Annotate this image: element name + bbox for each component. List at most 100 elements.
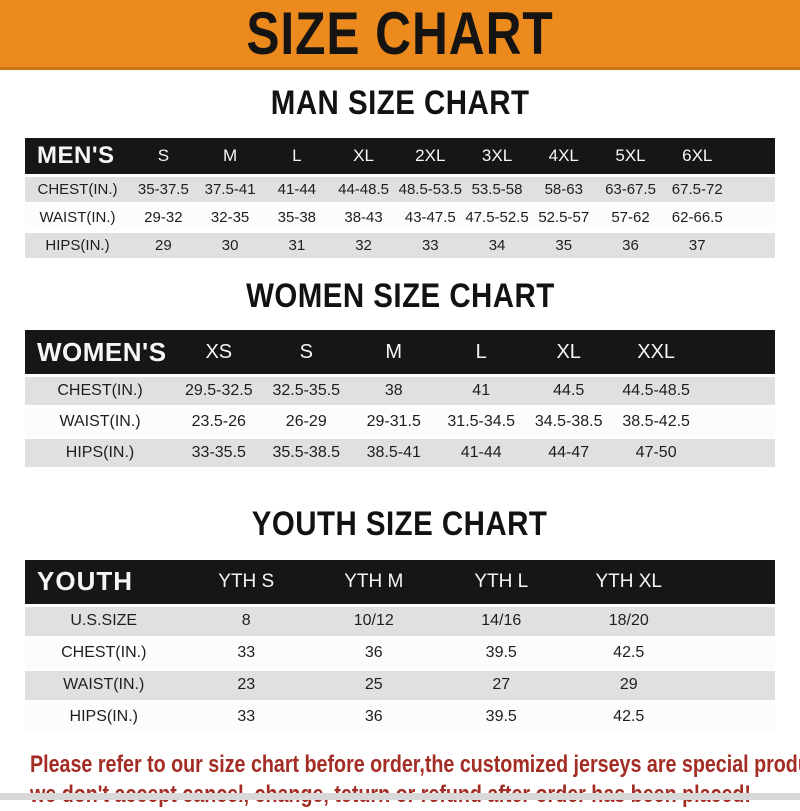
- value-cell: 14/16: [437, 606, 565, 636]
- women-size-chart-section: WOMEN SIZE CHART WOMEN'S XS S M L XL XXL CHEST(…: [0, 275, 800, 471]
- column-header-cell: XL: [524, 330, 613, 375]
- row-label-cell: U.S.SIZE: [25, 606, 183, 636]
- header-label-cell: WOMEN'S: [25, 330, 176, 375]
- table-row: WAIST(IN.) 23 25 27 29: [25, 670, 775, 700]
- section-title: YOUTH SIZE CHART: [0, 504, 800, 543]
- value-cell: 29: [130, 232, 197, 258]
- section-title-text: MAN SIZE CHART: [270, 83, 530, 122]
- column-header-cell: L: [437, 330, 525, 375]
- value-cell: 32-35: [196, 204, 264, 230]
- row-label-cell: WAIST(IN.): [25, 670, 183, 700]
- value-cell: 33: [182, 638, 310, 668]
- column-header-cell: 4XL: [530, 137, 598, 174]
- value-cell: 37: [663, 232, 731, 258]
- value-cell: 36: [310, 702, 438, 732]
- value-cell: 29-32: [130, 204, 197, 230]
- column-header-cell: XS: [175, 330, 263, 375]
- value-cell: 62-66.5: [663, 204, 731, 230]
- value-cell: 29: [565, 670, 693, 700]
- value-cell: 36: [310, 638, 438, 668]
- value-cell: 29-31.5: [350, 408, 438, 437]
- value-cell: 35-38: [263, 204, 331, 230]
- spacer-cell: [699, 439, 775, 468]
- value-cell: 44.5: [524, 377, 613, 406]
- section-title: WOMEN SIZE CHART: [0, 275, 800, 315]
- value-cell: 42.5: [565, 702, 693, 732]
- table-row: WAIST(IN.) 29-32 32-35 35-38 38-43 43-47.5 47.…: [25, 204, 775, 230]
- table-row: U.S.SIZE 8 10/12 14/16 18/20: [25, 606, 775, 636]
- column-header-cell: S: [130, 137, 197, 174]
- value-cell: 33-35.5: [175, 439, 263, 468]
- table-row: CHEST(IN.) 33 36 39.5 42.5: [25, 638, 775, 668]
- value-cell: 27: [437, 670, 565, 700]
- value-cell: 52.5-57: [530, 204, 598, 230]
- value-cell: 34.5-38.5: [524, 408, 613, 437]
- row-label-cell: WAIST(IN.): [25, 204, 130, 230]
- column-header-cell: L: [263, 137, 331, 174]
- value-cell: 44.5-48.5: [612, 377, 700, 406]
- value-cell: 32: [330, 232, 397, 258]
- row-label-cell: HIPS(IN.): [25, 702, 183, 732]
- value-cell: 39.5: [437, 702, 565, 732]
- spacer-cell: [692, 559, 775, 604]
- size-table: WOMEN'S XS S M L XL XXL CHEST(IN.) 29.5-32.5 32.5…: [25, 327, 775, 470]
- men-size-chart-section: MAN SIZE CHART MEN'S S M L XL 2XL 3XL 4XL 5XL 6XL…: [0, 83, 800, 261]
- youth-size-table: YOUTH YTH S YTH M YTH L YTH XL U.S.SIZE 8 10/12…: [25, 557, 775, 735]
- spacer-cell: [730, 176, 775, 202]
- value-cell: 29.5-32.5: [175, 377, 263, 406]
- header-label-cell: YOUTH: [25, 559, 183, 604]
- value-cell: 57-62: [597, 204, 664, 230]
- value-cell: 39.5: [437, 638, 565, 668]
- youth-size-chart-section: YOUTH SIZE CHART YOUTH YTH S YTH M YTH L YTH…: [0, 504, 800, 735]
- row-label-cell: HIPS(IN.): [25, 232, 130, 258]
- value-cell: 37.5-41: [196, 176, 264, 202]
- column-header-cell: XL: [330, 137, 397, 174]
- banner-title: SIZE CHART: [246, 0, 554, 68]
- row-label-cell: CHEST(IN.): [25, 176, 130, 202]
- value-cell: 38.5-41: [350, 439, 438, 468]
- value-cell: 44-47: [524, 439, 613, 468]
- value-cell: 25: [310, 670, 438, 700]
- value-cell: 47-50: [612, 439, 700, 468]
- bottom-strip: [0, 793, 800, 800]
- table-header-row: MEN'S S M L XL 2XL 3XL 4XL 5XL 6XL: [25, 137, 775, 174]
- spacer-cell: [730, 137, 775, 174]
- value-cell: 34: [463, 232, 531, 258]
- spacer-cell: [692, 606, 775, 636]
- spacer-cell: [699, 408, 775, 437]
- men-size-table: MEN'S S M L XL 2XL 3XL 4XL 5XL 6XL CHEST(IN.) 35-37…: [25, 135, 775, 261]
- value-cell: 35: [530, 232, 598, 258]
- table-header-row: WOMEN'S XS S M L XL XXL: [25, 330, 775, 375]
- value-cell: 31: [263, 232, 331, 258]
- row-label-cell: HIPS(IN.): [25, 439, 176, 468]
- value-cell: 58-63: [530, 176, 598, 202]
- value-cell: 33: [396, 232, 464, 258]
- value-cell: 38.5-42.5: [612, 408, 700, 437]
- column-header-cell: M: [350, 330, 438, 375]
- footer-note: Please refer to our size chart before or…: [0, 750, 800, 811]
- column-header-cell: 2XL: [396, 137, 464, 174]
- table-row: CHEST(IN.) 29.5-32.5 32.5-35.5 38 41 44.5 44.5…: [25, 377, 775, 406]
- header-label-cell: MEN'S: [25, 137, 130, 174]
- value-cell: 26-29: [262, 408, 350, 437]
- column-header-cell: YTH S: [182, 559, 310, 604]
- column-header-cell: M: [196, 137, 264, 174]
- value-cell: 42.5: [565, 638, 693, 668]
- value-cell: 32.5-35.5: [262, 377, 350, 406]
- women-size-table: WOMEN'S XS S M L XL XXL CHEST(IN.) 29.5-32.5 32.5…: [25, 327, 775, 470]
- column-header-cell: S: [262, 330, 350, 375]
- value-cell: 41-44: [263, 176, 331, 202]
- value-cell: 23.5-26: [175, 408, 263, 437]
- value-cell: 36: [597, 232, 664, 258]
- spacer-cell: [692, 670, 775, 700]
- column-header-cell: YTH M: [310, 559, 438, 604]
- table-row: WAIST(IN.) 23.5-26 26-29 29-31.5 31.5-34.5 34…: [25, 408, 775, 437]
- table-row: HIPS(IN.) 33 36 39.5 42.5: [25, 702, 775, 732]
- value-cell: 47.5-52.5: [463, 204, 531, 230]
- column-header-cell: YTH L: [437, 559, 565, 604]
- column-header-cell: 5XL: [597, 137, 664, 174]
- section-title-text: WOMEN SIZE CHART: [245, 275, 555, 315]
- spacer-cell: [699, 377, 775, 406]
- row-label-cell: CHEST(IN.): [25, 377, 176, 406]
- section-title-text: YOUTH SIZE CHART: [252, 504, 548, 543]
